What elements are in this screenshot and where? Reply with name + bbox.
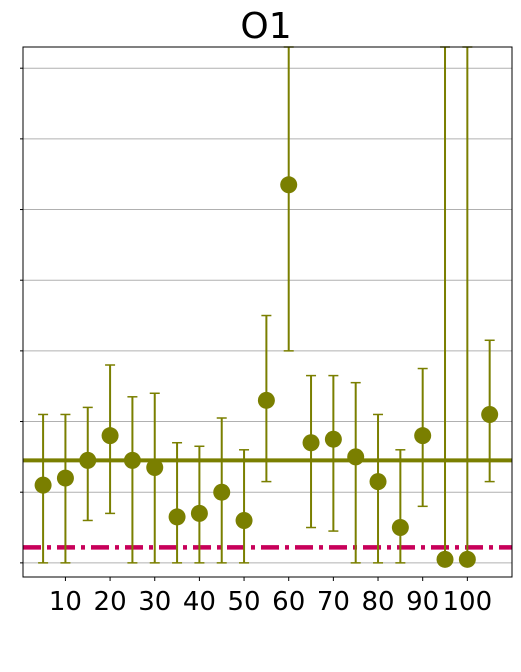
x-tick-label: 10 (49, 587, 82, 617)
data-point (79, 451, 97, 469)
data-point (369, 473, 387, 491)
data-point (391, 519, 409, 537)
x-tick-label: 50 (228, 587, 261, 617)
data-point (458, 550, 476, 568)
plot-area-frame (22, 46, 513, 578)
data-point (34, 476, 52, 494)
reference-lines (23, 458, 512, 550)
data-point (436, 550, 454, 568)
x-tick-label: 100 (443, 587, 493, 617)
data-point (190, 504, 208, 522)
grid-lines (23, 67, 512, 564)
data-point (101, 427, 119, 445)
data-point (168, 508, 186, 526)
data-point (123, 451, 141, 469)
x-axis-ticks: 10 20 30 40 50 60 70 80 90 100 (49, 577, 492, 617)
x-tick-label: 30 (138, 587, 171, 617)
data-point (280, 176, 298, 194)
data-point (257, 391, 275, 409)
data-point (302, 434, 320, 452)
data-point (56, 469, 74, 487)
data-point (235, 511, 253, 529)
x-tick-label: 90 (406, 587, 439, 617)
x-tick-label: 80 (361, 587, 394, 617)
data-point (213, 483, 231, 501)
data-point (414, 427, 432, 445)
x-tick-label: 60 (272, 587, 305, 617)
data-point (481, 405, 499, 423)
data-points (34, 176, 499, 568)
data-point (324, 430, 342, 448)
chart-title: O1 (240, 6, 291, 47)
x-tick-label: 40 (183, 587, 216, 617)
data-point (146, 458, 164, 476)
x-tick-label: 70 (317, 587, 350, 617)
error-bars (38, 46, 495, 564)
data-point (347, 448, 365, 466)
x-tick-label: 20 (94, 587, 127, 617)
